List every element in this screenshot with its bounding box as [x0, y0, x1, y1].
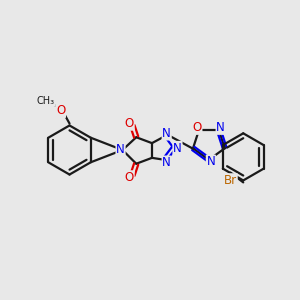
- Text: CH₃: CH₃: [37, 96, 55, 106]
- Text: O: O: [193, 121, 202, 134]
- Text: N: N: [206, 155, 215, 168]
- Text: N: N: [162, 156, 171, 169]
- Text: Br: Br: [224, 174, 237, 187]
- Text: O: O: [56, 104, 65, 117]
- Text: N: N: [173, 142, 182, 154]
- Text: O: O: [125, 171, 134, 184]
- Text: N: N: [116, 142, 125, 155]
- Text: O: O: [125, 117, 134, 130]
- Text: N: N: [162, 127, 171, 140]
- Text: N: N: [216, 121, 225, 134]
